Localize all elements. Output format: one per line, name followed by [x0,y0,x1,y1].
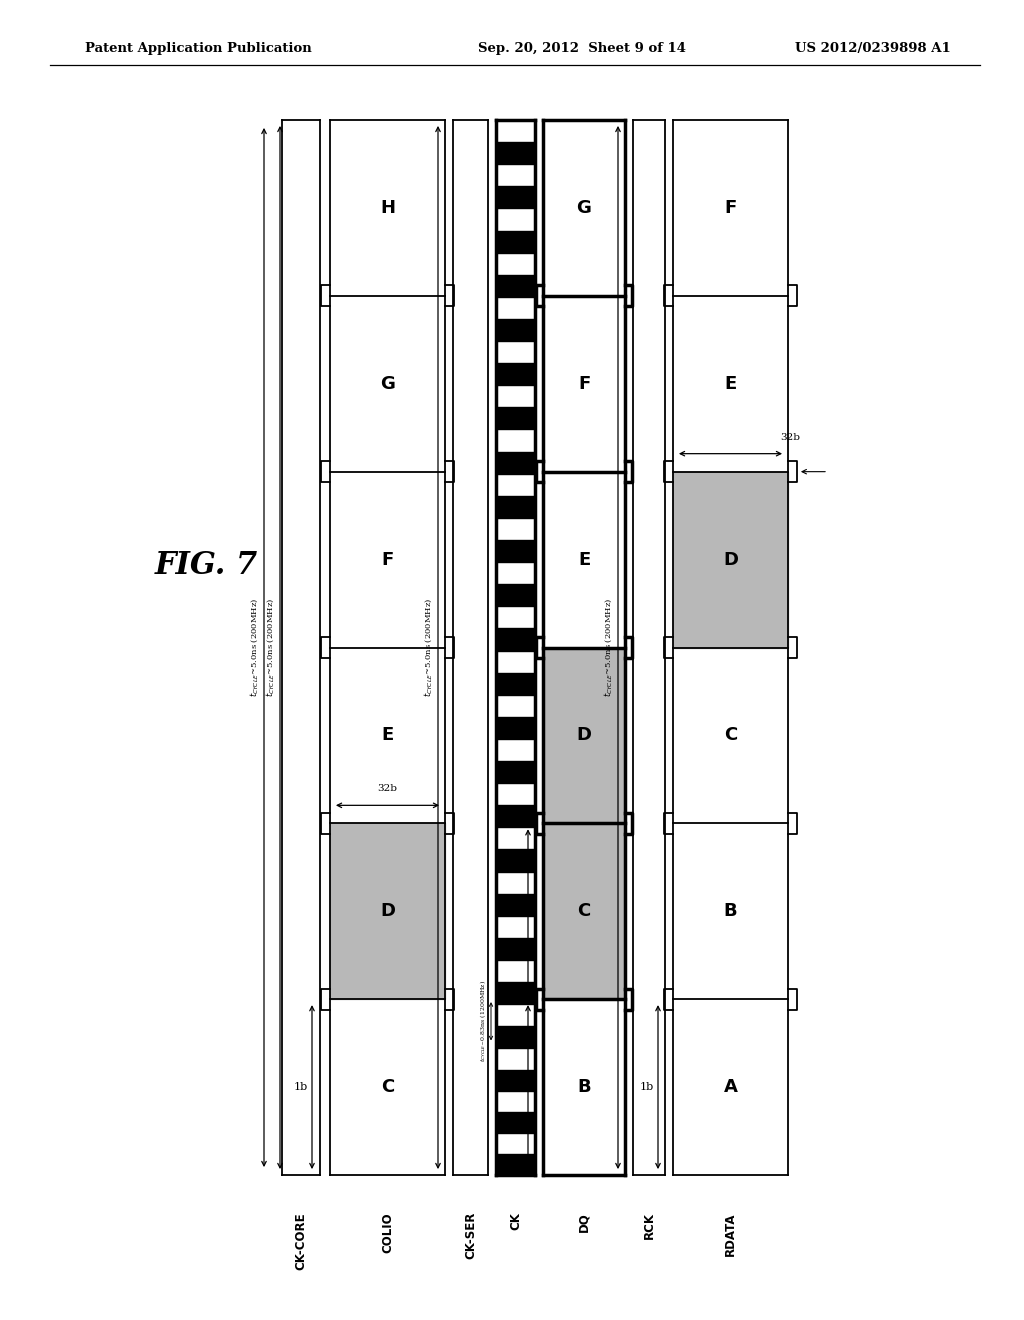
Text: F: F [578,375,590,393]
Polygon shape [496,1111,535,1133]
Polygon shape [496,408,535,429]
Text: 6b: 6b [511,907,524,916]
Text: C: C [724,726,737,744]
Text: A: A [724,1078,737,1096]
Text: DQ: DQ [578,1212,591,1232]
Text: 1b: 1b [294,1082,308,1092]
Text: 6b: 6b [511,1082,524,1092]
Polygon shape [496,1026,535,1048]
Polygon shape [496,805,535,828]
Text: CK-SER: CK-SER [464,1212,477,1259]
Polygon shape [496,762,535,783]
Text: Patent Application Publication: Patent Application Publication [85,42,311,55]
Polygon shape [496,231,535,252]
Polygon shape [543,648,625,824]
Text: F: F [724,199,736,216]
Text: CK-CORE: CK-CORE [295,1212,307,1270]
Polygon shape [496,540,535,562]
Text: D: D [380,903,395,920]
Polygon shape [496,496,535,517]
Polygon shape [673,471,788,648]
Text: G: G [380,375,395,393]
Text: H: H [380,199,395,216]
Polygon shape [496,319,535,341]
Polygon shape [496,585,535,606]
Polygon shape [496,982,535,1005]
Text: C: C [381,1078,394,1096]
Polygon shape [330,824,445,999]
Text: $t_{CYCLE}$~0.83ns (1200MHz): $t_{CYCLE}$~0.83ns (1200MHz) [478,981,488,1063]
Text: C: C [578,903,591,920]
Polygon shape [496,275,535,297]
Text: RCK: RCK [642,1212,655,1239]
Text: $t_{CYCLE}$~5.0ns (200MHz): $t_{CYCLE}$~5.0ns (200MHz) [264,598,276,697]
Text: Sep. 20, 2012  Sheet 9 of 14: Sep. 20, 2012 Sheet 9 of 14 [478,42,686,55]
Text: $t_{CYCLE}$~5.0ns (200MHz): $t_{CYCLE}$~5.0ns (200MHz) [248,598,260,697]
Text: $t_{CYCLE}$~5.0ns (200MHz): $t_{CYCLE}$~5.0ns (200MHz) [602,598,614,697]
Polygon shape [496,673,535,694]
Text: 1b: 1b [640,1082,654,1092]
Text: D: D [577,726,592,744]
Text: 32b: 32b [780,433,801,442]
Text: E: E [724,375,736,393]
Text: B: B [724,903,737,920]
Text: $t_{CYCLE}$~5.0ns (200MHz): $t_{CYCLE}$~5.0ns (200MHz) [422,598,434,697]
Text: E: E [578,550,590,569]
Polygon shape [496,143,535,164]
Text: E: E [381,726,393,744]
Text: F: F [381,550,393,569]
Polygon shape [496,850,535,871]
Polygon shape [496,451,535,474]
Text: RDATA: RDATA [724,1212,737,1255]
Polygon shape [496,894,535,916]
Polygon shape [496,186,535,209]
Polygon shape [496,1069,535,1090]
Text: FIG. 7: FIG. 7 [155,549,258,581]
Polygon shape [543,824,625,999]
Text: COLIO: COLIO [381,1212,394,1253]
Polygon shape [496,939,535,960]
Polygon shape [496,717,535,739]
Text: US 2012/0239898 A1: US 2012/0239898 A1 [795,42,950,55]
Text: 32b: 32b [378,784,397,793]
Polygon shape [496,1154,535,1175]
Polygon shape [496,363,535,385]
Text: CK: CK [509,1212,522,1230]
Text: G: G [577,199,592,216]
Polygon shape [496,628,535,651]
Text: D: D [723,550,738,569]
Text: B: B [578,1078,591,1096]
